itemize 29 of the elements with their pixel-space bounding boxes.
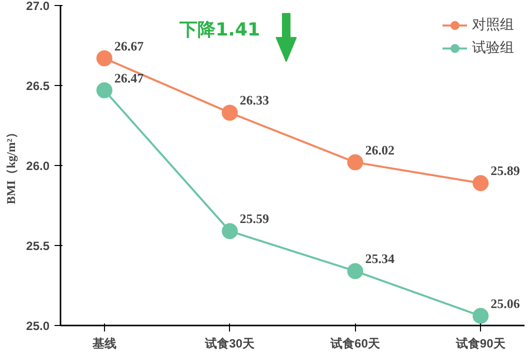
data-label: 26.67: [114, 38, 144, 54]
point: [96, 50, 112, 66]
annotation: 下降1.41: [178, 20, 260, 41]
data-label: 25.59: [240, 211, 270, 226]
data-label: 25.06: [490, 296, 520, 311]
legend-label: 对照组: [472, 16, 514, 34]
point: [96, 82, 112, 98]
y-axis-title: BMI（kg/m²）: [4, 126, 18, 204]
point: [222, 104, 238, 121]
y-tick-label: 27.0: [26, 0, 50, 13]
data-label: 26.47: [114, 70, 144, 86]
point: [472, 308, 489, 324]
y-tick-label: 26.0: [26, 159, 50, 173]
point: [472, 175, 489, 192]
data-label: 26.33: [240, 92, 270, 108]
point: [347, 154, 364, 170]
point: [222, 223, 238, 240]
y-tick-label: 25.0: [26, 319, 50, 333]
data-label: 26.02: [365, 142, 394, 158]
data-label: 25.89: [490, 163, 520, 178]
y-tick-label: 26.5: [26, 79, 50, 93]
y-tick-label: 25.5: [26, 239, 50, 253]
x-tick-label: 试食30天: [204, 336, 256, 350]
point: [347, 263, 364, 280]
x-tick-label: 基线: [91, 336, 116, 350]
data-label: 25.34: [365, 251, 395, 266]
x-tick-label: 试食90天: [454, 336, 506, 350]
legend-label: 试验组: [472, 39, 514, 57]
x-tick-label: 试食60天: [330, 336, 381, 350]
